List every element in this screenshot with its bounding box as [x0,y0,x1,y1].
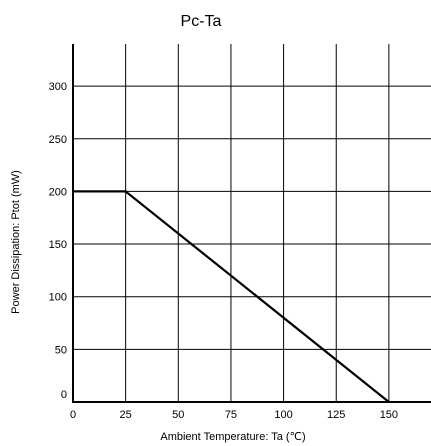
x-tick-label-100: 100 [274,409,292,421]
y-tick-label-150: 150 [49,239,67,251]
x-tick-label-25: 25 [120,409,132,421]
y-tick-label-200: 200 [49,186,67,198]
x-tick-label-50: 50 [172,409,184,421]
y-tick-label-250: 250 [49,134,67,146]
x-tick-label-75: 75 [225,409,237,421]
plot-frame [72,44,431,403]
grid [73,44,431,402]
x-tick-label-125: 125 [327,409,345,421]
y-axis-label: Power Dissipation: Ptot (mW) [10,170,22,314]
y-tick-label-100: 100 [49,292,67,304]
chart-title: Pc-Ta [181,13,222,30]
y-tick-label-300: 300 [49,81,67,93]
x-tick-label-150: 150 [380,409,398,421]
x-tick-label-0: 0 [70,409,76,421]
x-axis-label: Ambient Temperature: Ta (℃) [160,431,305,443]
tick-labels: 0 25 50 75 100 125 150 0 50 100 150 200 250 300 [49,81,398,421]
y-tick-label-0: 0 [61,389,67,401]
y-tick-label-50: 50 [55,344,67,356]
